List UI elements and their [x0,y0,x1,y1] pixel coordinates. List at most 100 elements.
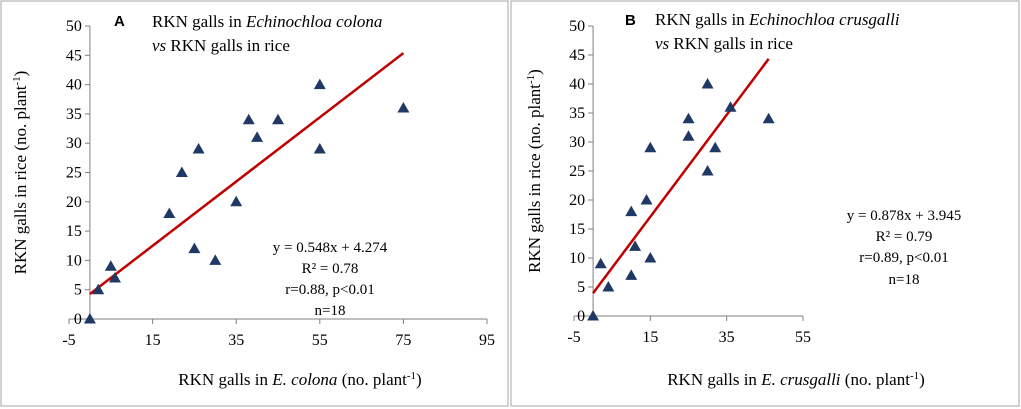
x-axis-species: E. colona [271,370,337,389]
x-axis-title: RKN galls in E. colona (no. plant-1) [178,370,421,389]
data-point [682,130,695,141]
data-point [629,240,642,251]
y-tick-label: 35 [569,105,585,122]
panel-border [0,0,509,407]
x-tick-label: 95 [479,332,495,349]
panel-title-line2: vs RKN galls in rice [655,34,793,53]
y-tick-label: 25 [569,163,585,180]
x-axis-species: E. crusgalli [760,370,841,389]
y-axis-title-text: RKN galls in rice (no. plant [11,85,30,274]
y-tick-label: 20 [569,192,585,209]
title-species-name: Echinochloa colona [245,12,382,31]
x-tick-label: -5 [62,332,75,349]
r-squared: R² = 0.79 [876,229,933,245]
data-point [209,254,222,265]
x-axis-unit: (no. plant [337,370,407,389]
title-plain-text: RKN galls in [655,10,749,29]
data-point [242,113,255,125]
y-tick-label: 5 [74,282,82,299]
x-tick-label: 15 [642,329,658,346]
y-tick-label: 20 [66,194,82,211]
x-axis-title: RKN galls in E. crusgalli (no. plant-1) [667,370,925,389]
panel-title-line1: RKN galls in Echinochloa colona [152,12,382,31]
y-tick-label: 30 [66,135,82,152]
data-point [272,113,284,125]
data-point [644,252,657,263]
data-point [594,257,607,269]
y-tick-label: 50 [66,18,82,35]
data-point [104,260,117,271]
y-tick-label: 25 [66,165,82,182]
data-point [625,205,638,217]
data-point [163,207,176,219]
x-axis-superscript: -1 [407,370,416,382]
y-tick-label: 0 [74,311,82,328]
x-tick-label: -5 [567,329,580,346]
title-vs: vs [152,36,167,55]
correlation-text: r=0.89, p<0.01 [859,250,948,266]
r-squared: R² = 0.78 [302,261,359,277]
y-tick-label: 50 [569,18,585,35]
y-tick-label: 15 [66,223,82,240]
panel-letter: A [114,13,125,30]
y-tick-label: 5 [577,279,585,296]
panel-border [510,0,1020,407]
data-point [602,281,615,292]
title-plain-text: RKN galls in rice [669,34,793,53]
panel-a-chart: 0 5 10 15 20 25 30 35 40 45 50 -5 15 35 55 75 95 A RKN gal… [0,0,509,407]
data-point [587,310,600,321]
title-species-name: Echinochloa crusgalli [748,10,900,29]
y-axis-superscript: -1 [11,76,23,85]
x-axis-unit: (no. plant [841,370,911,389]
data-point [701,165,714,176]
sample-size: n=18 [315,303,346,319]
trendline [592,58,770,294]
data-point [188,242,201,254]
x-axis-close: ) [416,370,422,389]
data-point [724,101,737,112]
y-tick-label: 40 [66,77,82,94]
panel-b-chart: 0 5 10 15 20 25 30 35 40 45 50 -5 15 35 55 B RKN galls i… [510,0,1020,407]
trendline [89,52,405,295]
data-point [701,78,714,89]
data-point [92,283,105,295]
data-point [175,166,188,177]
y-tick-label: 45 [66,47,82,64]
panel-letter: B [625,12,636,29]
x-tick-label: 15 [145,332,161,349]
x-tick-label: 35 [228,332,244,349]
y-tick-label: 45 [569,47,585,64]
y-axis-close: ) [525,69,544,75]
data-point [625,269,638,280]
data-point [762,112,775,124]
sample-size: n=18 [889,272,920,288]
data-point [251,131,264,142]
data-point [192,143,205,154]
x-axis-close: ) [919,370,925,389]
x-axis-title-text: RKN galls in [178,370,272,389]
y-tick-label: 0 [577,308,585,325]
y-tick-label: 15 [569,221,585,238]
x-axis-title-text: RKN galls in [667,370,761,389]
data-point [644,141,657,153]
y-axis-superscript: -1 [525,75,537,84]
y-axis-close: ) [11,71,30,77]
panel-title-line1: RKN galls in Echinochloa crusgalli [655,10,900,29]
correlation-text: r=0.88, p<0.01 [285,282,374,298]
y-tick-label: 40 [569,76,585,93]
x-tick-label: 35 [719,329,735,346]
regression-equation: y = 0.548x + 4.274 [273,240,388,256]
data-point [108,271,121,283]
y-axis-title-text: RKN galls in rice (no. plant [525,84,544,273]
data-point [682,112,695,124]
data-point [640,194,653,205]
x-axis-superscript: -1 [910,370,919,382]
data-point [397,102,410,113]
y-tick-label: 35 [66,106,82,123]
y-axis-title: RKN galls in rice (no. plant-1) [525,69,544,273]
data-point [709,141,722,153]
y-axis-title: RKN galls in rice (no. plant-1) [11,71,30,275]
title-vs: vs [655,34,670,53]
x-tick-label: 75 [395,332,411,349]
